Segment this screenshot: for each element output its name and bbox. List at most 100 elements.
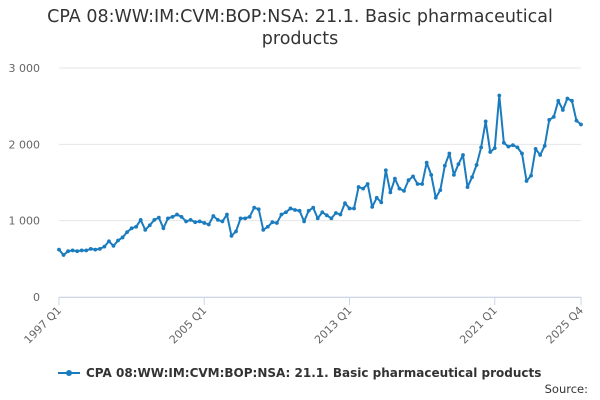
data-point[interactable] xyxy=(79,248,84,253)
data-point[interactable] xyxy=(320,210,325,215)
data-point[interactable] xyxy=(161,226,166,231)
data-point[interactable] xyxy=(61,253,66,257)
data-point[interactable] xyxy=(111,243,116,248)
data-point[interactable] xyxy=(175,212,179,217)
data-point[interactable] xyxy=(211,214,216,218)
data-point[interactable] xyxy=(379,200,384,205)
data-point[interactable] xyxy=(234,229,238,234)
data-point[interactable] xyxy=(315,216,320,221)
data-point[interactable] xyxy=(365,182,370,186)
data-point[interactable] xyxy=(197,219,202,224)
data-point[interactable] xyxy=(284,210,288,215)
data-point[interactable] xyxy=(188,218,193,222)
data-point[interactable] xyxy=(329,216,334,221)
data-point[interactable] xyxy=(134,224,139,229)
data-point[interactable] xyxy=(461,153,465,157)
data-point[interactable] xyxy=(120,235,125,240)
data-point[interactable] xyxy=(70,248,75,253)
data-point[interactable] xyxy=(166,216,170,221)
data-point[interactable] xyxy=(193,220,198,225)
data-point[interactable] xyxy=(506,144,511,149)
data-point[interactable] xyxy=(511,143,515,147)
data-point[interactable] xyxy=(297,208,302,213)
data-point[interactable] xyxy=(311,205,316,210)
data-point[interactable] xyxy=(406,178,411,183)
data-point[interactable] xyxy=(579,122,583,127)
data-point[interactable] xyxy=(574,118,579,123)
data-point[interactable] xyxy=(429,172,434,177)
data-point[interactable] xyxy=(97,247,102,251)
data-point[interactable] xyxy=(501,140,506,145)
data-point[interactable] xyxy=(202,221,207,225)
data-point[interactable] xyxy=(411,174,415,179)
data-point[interactable] xyxy=(274,221,279,225)
data-point[interactable] xyxy=(93,247,98,252)
data-point[interactable] xyxy=(483,119,488,124)
data-point[interactable] xyxy=(265,224,270,229)
data-point[interactable] xyxy=(560,108,565,112)
data-point[interactable] xyxy=(438,188,443,193)
data-point[interactable] xyxy=(125,230,129,235)
data-point[interactable] xyxy=(279,212,284,217)
data-point[interactable] xyxy=(184,219,188,224)
data-point[interactable] xyxy=(338,212,343,217)
series-line[interactable] xyxy=(58,94,582,257)
data-point[interactable] xyxy=(102,244,107,249)
data-point[interactable] xyxy=(397,186,402,191)
data-point[interactable] xyxy=(75,249,80,254)
data-point[interactable] xyxy=(238,216,243,221)
data-point[interactable] xyxy=(138,218,143,222)
data-point[interactable] xyxy=(288,206,293,211)
data-point[interactable] xyxy=(220,219,225,224)
data-point[interactable] xyxy=(243,216,248,221)
data-point[interactable] xyxy=(306,208,311,213)
data-point[interactable] xyxy=(392,176,397,181)
data-point[interactable] xyxy=(488,150,493,154)
data-point[interactable] xyxy=(215,218,220,222)
data-point[interactable] xyxy=(57,247,61,252)
data-point[interactable] xyxy=(556,98,561,103)
data-point[interactable] xyxy=(333,211,338,215)
data-point[interactable] xyxy=(293,208,297,212)
data-point[interactable] xyxy=(570,98,574,103)
data-point[interactable] xyxy=(261,227,266,232)
data-point[interactable] xyxy=(229,234,234,238)
data-point[interactable] xyxy=(447,151,452,156)
data-point[interactable] xyxy=(524,179,529,183)
data-point[interactable] xyxy=(143,227,148,232)
data-point[interactable] xyxy=(388,190,393,195)
data-point[interactable] xyxy=(356,185,361,189)
data-point[interactable] xyxy=(225,212,229,217)
data-point[interactable] xyxy=(88,247,93,251)
data-point[interactable] xyxy=(538,153,543,157)
data-point[interactable] xyxy=(551,114,556,119)
data-point[interactable] xyxy=(343,201,347,206)
data-point[interactable] xyxy=(492,146,497,151)
data-point[interactable] xyxy=(402,188,406,193)
data-point[interactable] xyxy=(470,175,474,180)
data-point[interactable] xyxy=(252,205,257,210)
data-point[interactable] xyxy=(270,220,275,225)
data-point[interactable] xyxy=(84,248,89,253)
data-point[interactable] xyxy=(515,145,520,150)
data-point[interactable] xyxy=(170,214,175,219)
data-point[interactable] xyxy=(179,214,184,219)
data-point[interactable] xyxy=(370,205,375,209)
data-point[interactable] xyxy=(206,222,211,227)
data-point[interactable] xyxy=(147,223,152,228)
data-point[interactable] xyxy=(156,215,161,220)
source-label[interactable]: Source: xyxy=(544,382,588,396)
data-point[interactable] xyxy=(415,182,420,186)
data-point[interactable] xyxy=(520,151,524,156)
data-point[interactable] xyxy=(533,147,538,151)
legend[interactable]: CPA 08:WW:IM:CVM:BOP:NSA: 21.1. Basic ph… xyxy=(58,364,541,382)
data-point[interactable] xyxy=(66,249,70,254)
data-point[interactable] xyxy=(479,145,484,150)
data-point[interactable] xyxy=(152,218,157,222)
data-point[interactable] xyxy=(116,238,120,243)
data-point[interactable] xyxy=(465,185,470,189)
data-point[interactable] xyxy=(302,219,307,224)
data-point[interactable] xyxy=(383,168,388,173)
data-point[interactable] xyxy=(374,195,379,200)
data-point[interactable] xyxy=(107,239,111,244)
